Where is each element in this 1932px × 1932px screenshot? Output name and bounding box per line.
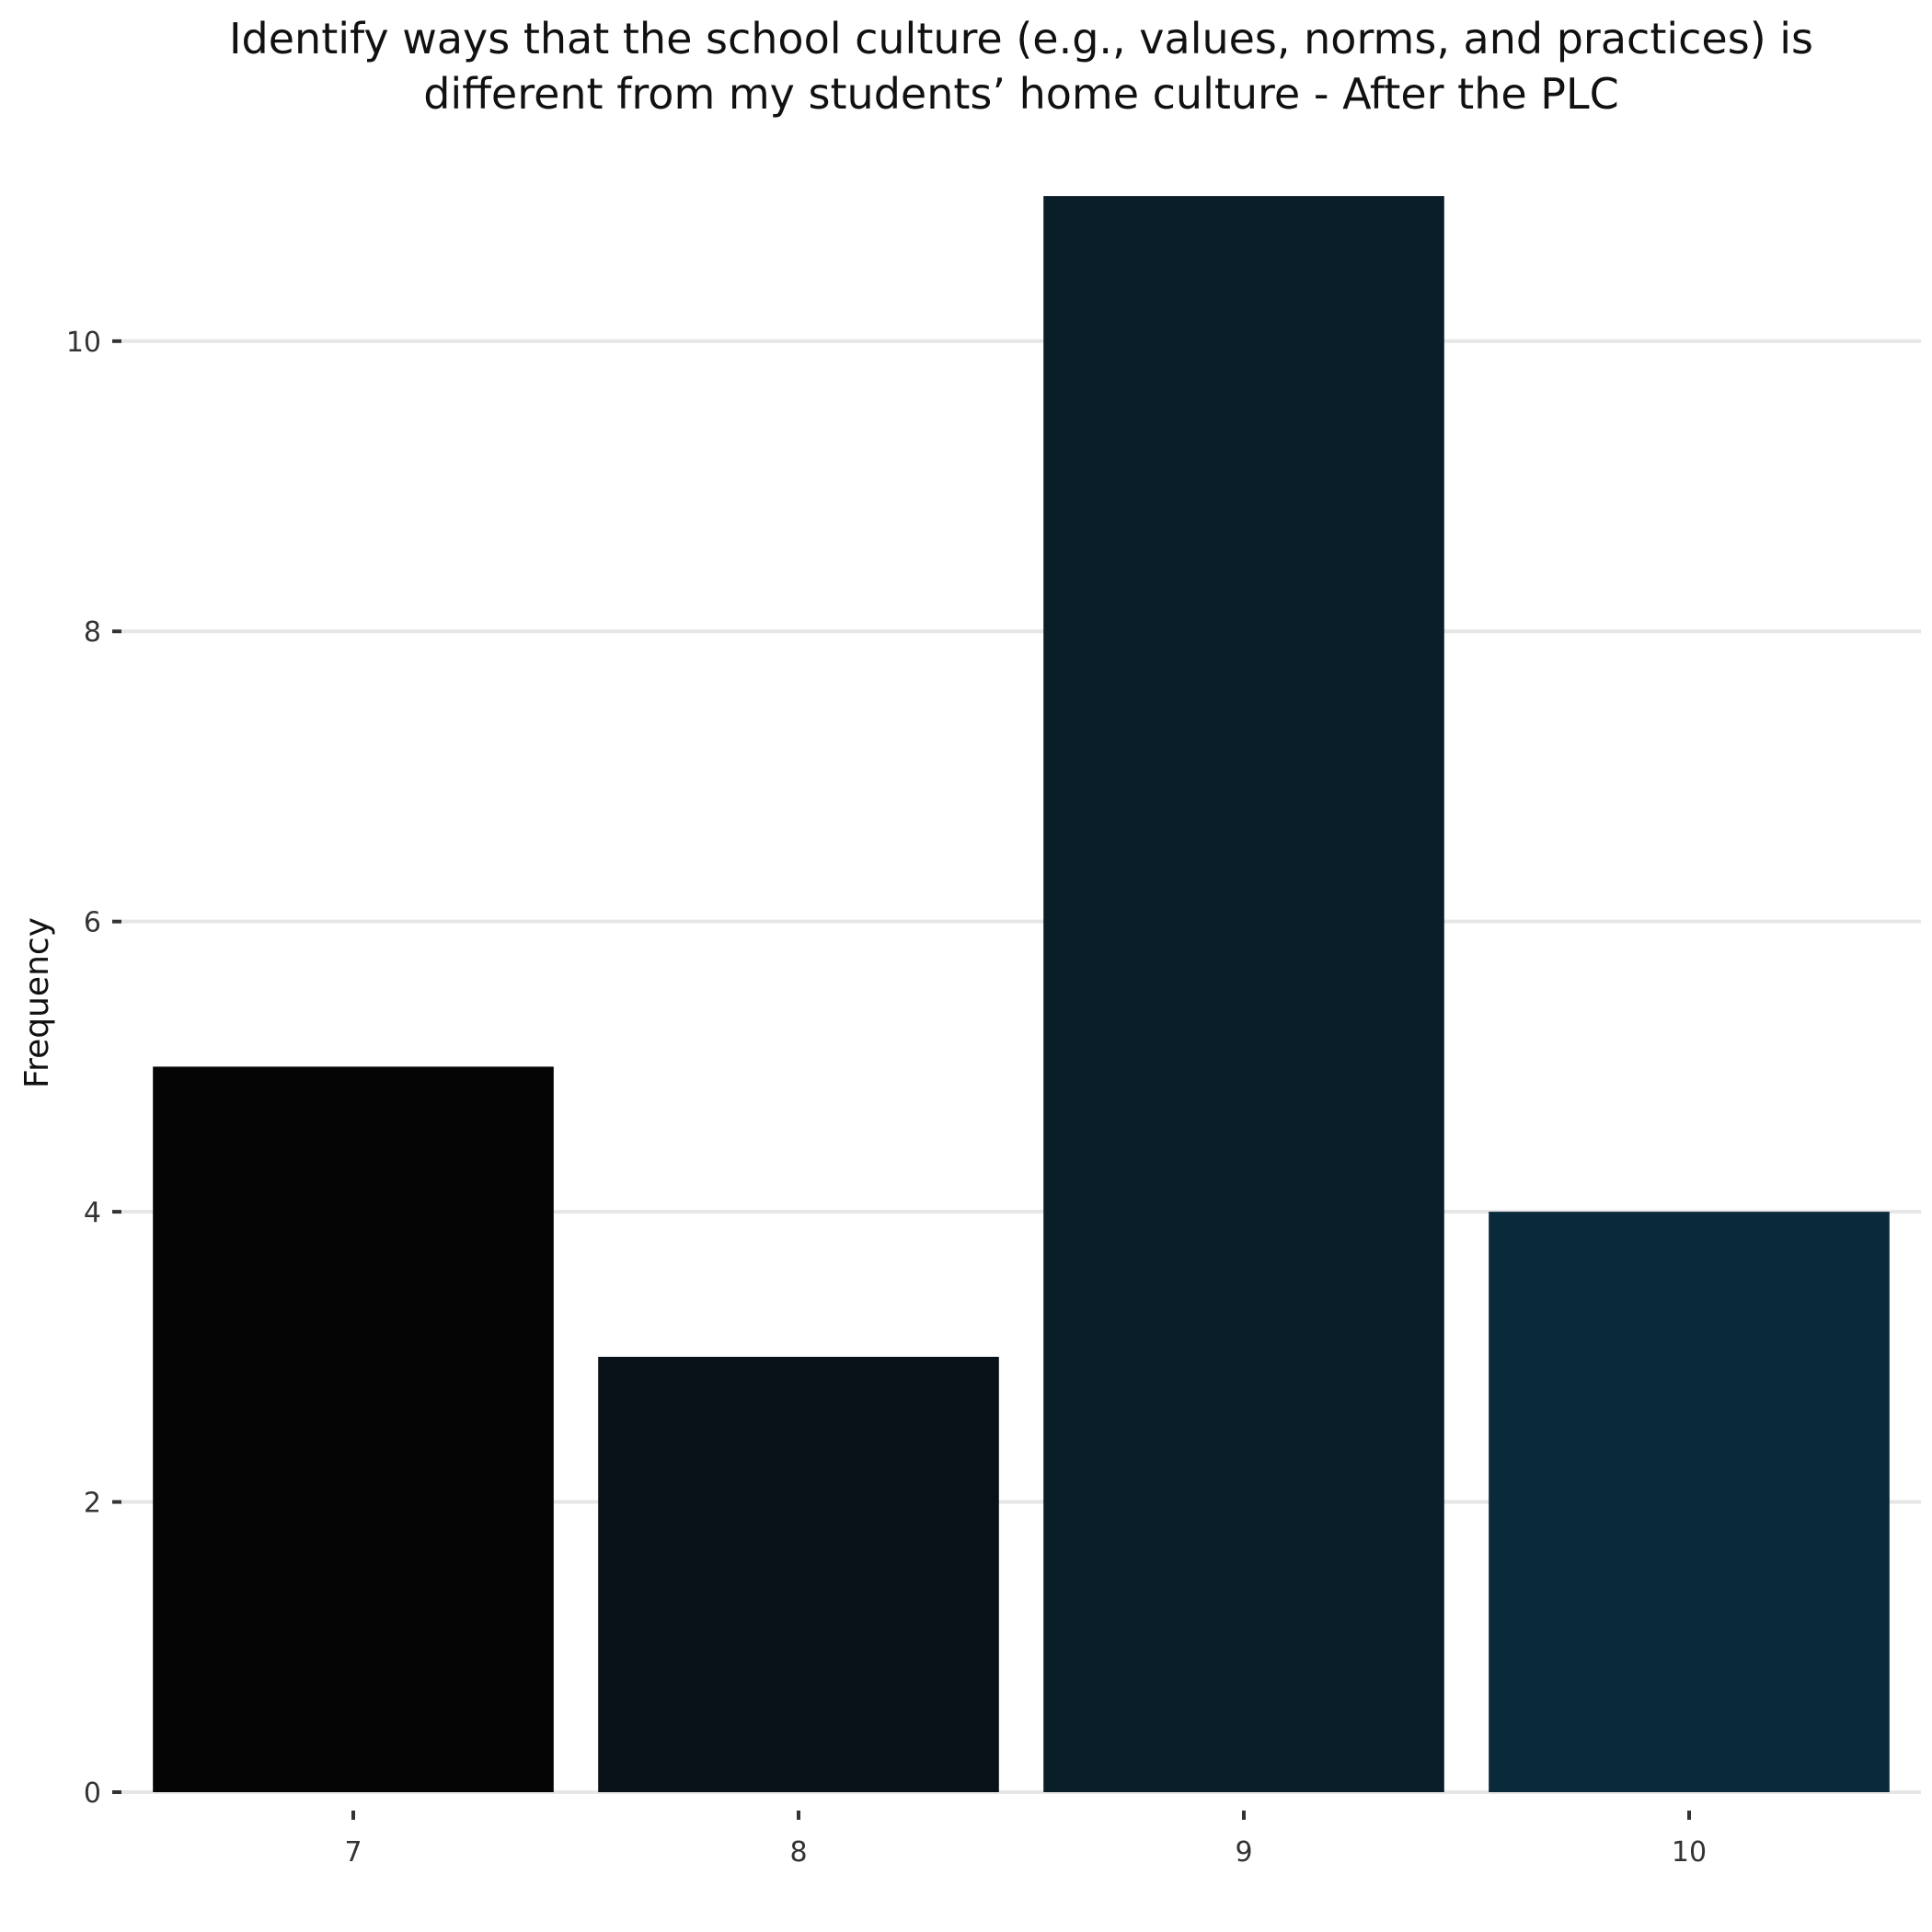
chart-title-line-1: Identify ways that the school culture (e… — [229, 14, 1813, 63]
chart-title: Identify ways that the school culture (e… — [229, 14, 1813, 119]
x-tick-label-9: 9 — [1235, 1836, 1252, 1869]
y-tick-label-4: 8 — [84, 616, 101, 649]
y-tick-label-0: 0 — [84, 1777, 101, 1810]
bar-8 — [598, 1356, 999, 1792]
x-tick-label-7: 7 — [344, 1836, 362, 1869]
x-tick-label-8: 8 — [789, 1836, 807, 1869]
y-axis: 0 2 4 6 8 10 — [66, 327, 121, 1810]
x-tick-label-10: 10 — [1672, 1836, 1707, 1869]
y-axis-label: Frequency — [18, 917, 56, 1088]
chart-title-line-2: different from my students’ home culture… — [423, 69, 1619, 119]
y-tick-label-2: 4 — [84, 1197, 101, 1229]
y-tick-label-5: 10 — [66, 327, 101, 359]
bar-10 — [1489, 1212, 1890, 1792]
y-tick-label-1: 2 — [84, 1488, 101, 1520]
bar-7 — [153, 1066, 554, 1792]
bars — [153, 196, 1890, 1792]
y-tick-label-3: 6 — [84, 907, 101, 939]
bar-9 — [1043, 196, 1444, 1792]
x-axis: 7 8 9 10 — [344, 1811, 1707, 1869]
